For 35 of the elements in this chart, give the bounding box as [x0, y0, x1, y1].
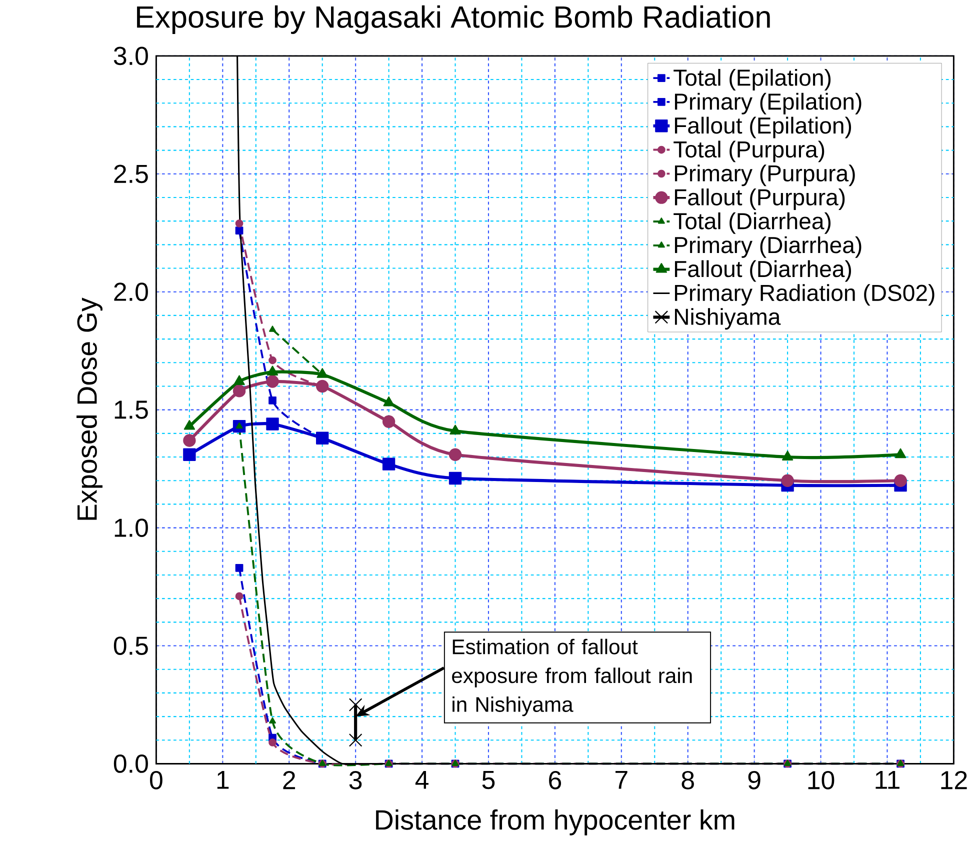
x-tick-label: 12 — [941, 770, 967, 790]
x-tick-label: 2 — [283, 770, 296, 790]
y-tick-label: 2.0 — [114, 282, 148, 302]
x-tick-label: 1 — [217, 770, 229, 789]
legend-label: Total (Diarrhea) — [674, 212, 831, 234]
x-tick-label: 4 — [415, 770, 428, 789]
annotation: Estimation of fallout exposure from fallout rain in Nishiyama — [452, 638, 692, 716]
x-tick-label: 6 — [549, 770, 562, 790]
legend-label: Fallout (Epilation) — [674, 116, 852, 138]
legend-label: Nishiyama — [674, 308, 781, 330]
y-tick-label: 2.5 — [114, 164, 148, 184]
x-tick-label: 7 — [616, 770, 628, 789]
x-axis-title: Distance from hypocenter km — [376, 809, 734, 836]
y-tick-label: 0.5 — [114, 636, 148, 655]
y-tick-label: 1.5 — [114, 400, 148, 419]
y-tick-label: 0.0 — [114, 754, 148, 773]
y-tick-label: 1.0 — [114, 518, 148, 537]
x-tick-label: 0 — [150, 770, 162, 790]
y-tick-label: 3.0 — [114, 46, 148, 66]
x-tick-label: 9 — [748, 770, 760, 790]
legend-label: Primary (Epilation) — [674, 92, 862, 114]
x-tick-label: 5 — [482, 770, 495, 790]
legend-label: Total (Epilation) — [674, 68, 831, 90]
legend-label: Fallout (Purpura) — [674, 188, 845, 210]
x-tick-label: 11 — [876, 770, 900, 789]
legend-label: Primary (Diarrhea) — [674, 236, 862, 258]
legend-label: Primary Radiation (DS02) — [674, 284, 934, 306]
chart-title: Exposure by Nagasaki Atomic Bomb Radiation — [137, 5, 770, 34]
y-axis-title: Exposed Dose Gy — [76, 298, 102, 520]
legend-label: Primary (Purpura) — [674, 164, 855, 186]
x-tick-label: 10 — [808, 770, 834, 790]
legend-label: Fallout (Diarrhea) — [674, 260, 851, 282]
x-tick-label: 8 — [682, 770, 694, 790]
x-tick-label: 3 — [349, 770, 362, 790]
legend-label: Total (Purpura) — [674, 140, 824, 162]
